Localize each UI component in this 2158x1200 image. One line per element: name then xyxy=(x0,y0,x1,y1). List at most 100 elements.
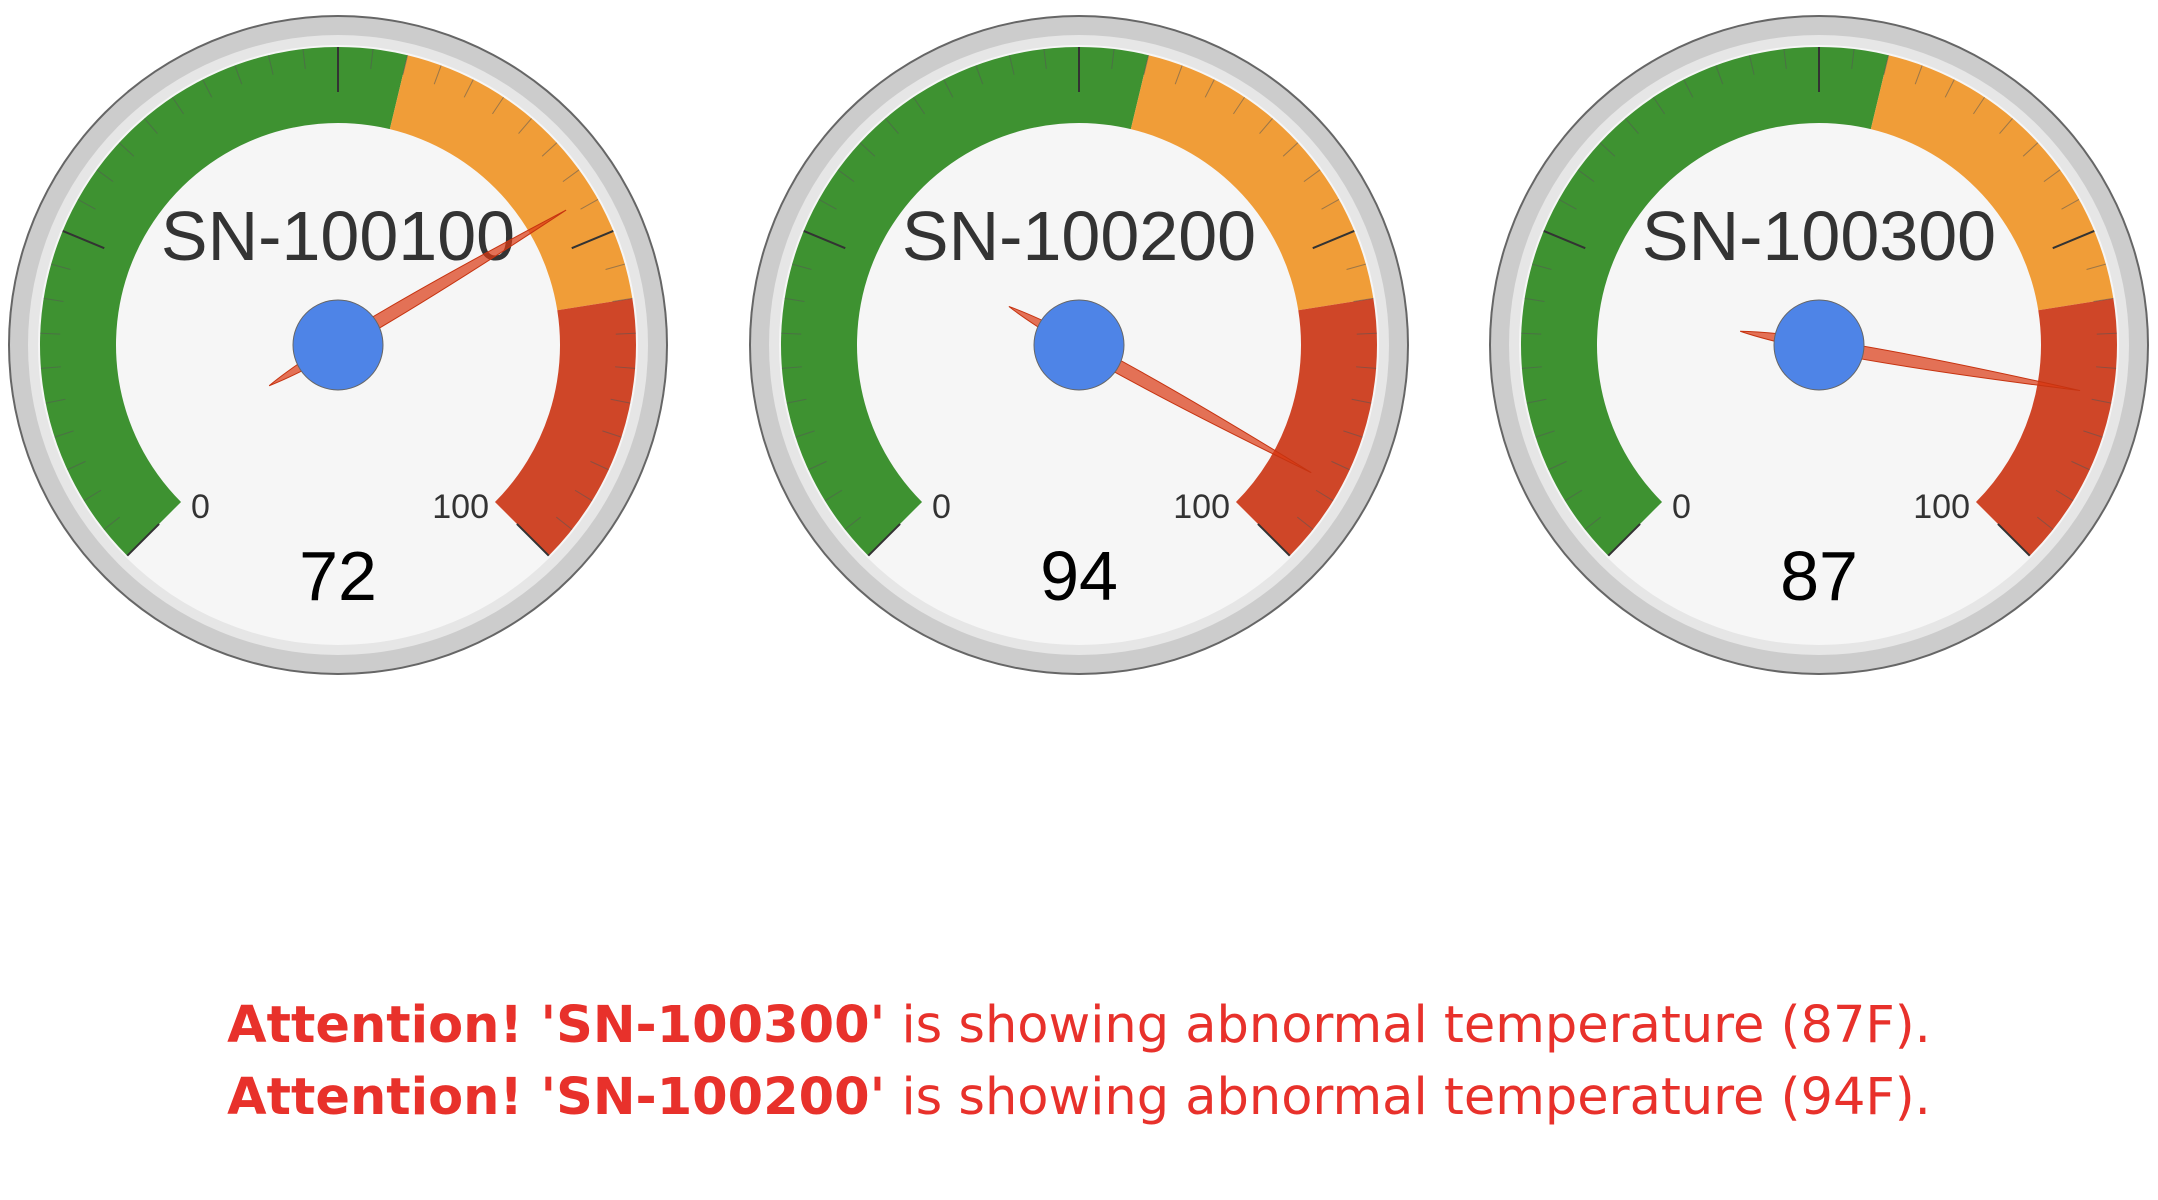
gauge-minor-tick xyxy=(1346,263,1366,271)
gauge-minor-tick xyxy=(118,142,135,157)
gauge-minor-tick xyxy=(1584,516,1601,530)
gauge-minor-tick xyxy=(172,96,184,115)
gauge-minor-tick xyxy=(1356,366,1377,369)
gauge-minor-tick xyxy=(1577,169,1595,183)
gauge-minor-tick xyxy=(370,49,374,69)
gauge-minor-tick xyxy=(1282,142,1299,157)
gauge-minor-tick xyxy=(2055,489,2074,502)
gauge-minor-tick xyxy=(786,398,807,404)
gauge-minor-tick xyxy=(795,430,815,438)
gauge-minor-tick xyxy=(1532,263,1552,271)
gauge-minor-tick xyxy=(1683,79,1694,98)
gauge-min-label: 0 xyxy=(191,488,210,526)
alert-message: Attention! 'SN-100300' is showing abnorm… xyxy=(0,990,2158,1062)
gauge-dial: 0 100 SN-100300 87 xyxy=(1489,15,2149,675)
gauge-minor-tick xyxy=(1883,55,1890,75)
gauge-minor-tick xyxy=(1315,489,1334,502)
alert-prefix: Attention! 'SN-100200' xyxy=(227,1068,886,1127)
gauge-minor-tick xyxy=(1303,169,1321,183)
gauge-range-band xyxy=(494,298,636,556)
gauge-minor-tick xyxy=(1174,65,1183,85)
gauge-minor-tick xyxy=(2043,169,2061,183)
gauge-range-band xyxy=(781,47,1149,556)
gauge-minor-tick xyxy=(463,79,474,98)
gauge-minor-tick xyxy=(83,489,102,502)
gauge-minor-tick xyxy=(781,332,802,335)
gauge-minor-tick xyxy=(1535,430,1555,438)
gauge-minor-tick xyxy=(2037,516,2054,530)
gauge-minor-tick xyxy=(885,118,899,134)
gauge-minor-tick xyxy=(837,169,855,183)
gauge-minor-tick xyxy=(1748,55,1755,75)
gauge-minor-tick xyxy=(2096,366,2117,369)
gauge-range-band xyxy=(1975,298,2117,556)
gauge-minor-tick xyxy=(824,489,843,502)
gauge-minor-tick xyxy=(2096,332,2117,335)
gauge-minor-tick xyxy=(975,65,984,85)
gauge-major-tick xyxy=(126,523,160,557)
gauge: 0 100 SN-100200 94 xyxy=(744,10,1414,680)
gauge-minor-tick xyxy=(1521,366,1542,369)
gauge-minor-tick xyxy=(1331,460,1350,471)
gauge-value: 87 xyxy=(1780,537,1858,615)
gauge-minor-tick xyxy=(602,430,622,438)
gauge-minor-tick xyxy=(1353,297,1374,303)
gauge-major-tick xyxy=(803,230,846,250)
gauge-major-tick xyxy=(1997,523,2031,557)
gauge-minor-tick xyxy=(402,55,409,75)
gauge-dial: 0 100 SN-100200 94 xyxy=(749,15,1409,675)
gauge-minor-tick xyxy=(859,142,876,157)
gauge-major-tick xyxy=(1312,230,1355,250)
gauge-label: SN-100300 xyxy=(1642,197,1996,275)
gauge-major-tick xyxy=(867,523,901,557)
gauge-minor-tick xyxy=(1524,297,1545,303)
gauge-minor-tick xyxy=(1599,142,1616,157)
gauge-minor-tick xyxy=(518,118,532,134)
gauge-minor-tick xyxy=(1944,79,1955,98)
gauge-minor-tick xyxy=(54,430,74,438)
gauge-minor-tick xyxy=(43,297,64,303)
alert-list: Attention! 'SN-100300' is showing abnorm… xyxy=(0,990,2158,1134)
gauge-range-band xyxy=(389,55,633,311)
gauge-minor-tick xyxy=(2071,460,2090,471)
gauge-minor-tick xyxy=(605,263,625,271)
gauge-major-tick xyxy=(571,230,614,250)
gauge-minor-tick xyxy=(574,489,593,502)
gauge-minor-tick xyxy=(492,96,504,115)
gauge-minor-tick xyxy=(580,198,599,210)
gauge-dial: 0 100 SN-100100 72 xyxy=(8,15,668,675)
gauge-minor-tick xyxy=(541,142,558,157)
gauge-minor-tick xyxy=(1783,49,1787,69)
gauge-minor-tick xyxy=(2061,198,2080,210)
gauge-minor-tick xyxy=(45,398,66,404)
gauge-minor-tick xyxy=(1321,198,1340,210)
alert-text: is showing abnormal temperature (87F). xyxy=(885,996,1931,1055)
gauge-minor-tick xyxy=(1008,55,1015,75)
gauge-minor-tick xyxy=(1043,49,1047,69)
gauge-minor-tick xyxy=(1204,79,1215,98)
gauge-value: 72 xyxy=(299,537,377,615)
gauge-value: 94 xyxy=(1040,537,1118,615)
gauge-minor-tick xyxy=(144,118,158,134)
gauge-minor-tick xyxy=(234,65,243,85)
gauge-major-tick xyxy=(516,523,550,557)
gauge-minor-tick xyxy=(612,297,633,303)
gauge-minor-tick xyxy=(1564,489,1583,502)
gauge-minor-tick xyxy=(267,55,274,75)
gauge-minor-tick xyxy=(590,460,609,471)
gauge-minor-tick xyxy=(1625,118,1639,134)
gauge-minor-tick xyxy=(808,460,827,471)
gauge-minor-tick xyxy=(77,198,96,210)
alert-text: is showing abnormal temperature (94F). xyxy=(885,1068,1931,1127)
gauge-minor-tick xyxy=(202,79,213,98)
gauge-minor-tick xyxy=(40,332,61,335)
gauge-minor-tick xyxy=(302,49,306,69)
gauge-label: SN-100100 xyxy=(161,197,515,275)
gauge-minor-tick xyxy=(1343,430,1363,438)
gauge-minor-tick xyxy=(103,516,120,530)
gauge-minor-tick xyxy=(556,516,573,530)
gauge-minor-tick xyxy=(1715,65,1724,85)
alert-prefix: Attention! 'SN-100300' xyxy=(227,996,886,1055)
gauge-minor-tick xyxy=(433,65,442,85)
gauge-label: SN-100200 xyxy=(902,197,1256,275)
